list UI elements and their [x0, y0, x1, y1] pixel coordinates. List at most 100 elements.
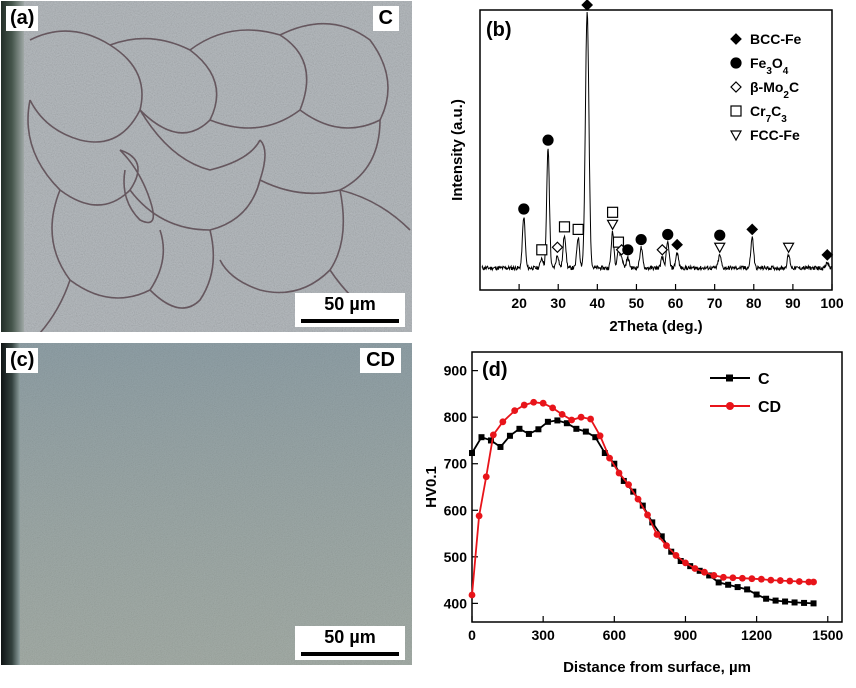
hardness-point-cd [748, 575, 756, 583]
xrd-peak-marker [581, 0, 594, 11]
xrd-peak-marker [622, 244, 634, 256]
hardness-y-tick-label: 600 [444, 502, 468, 518]
scale-bar-a [301, 319, 399, 323]
hardness-point-cd [625, 481, 632, 489]
hardness-point-cd [738, 574, 746, 582]
hardness-point-c [649, 519, 656, 526]
hardness-x-tick-label: 600 [603, 627, 627, 643]
hardness-point-c [554, 417, 561, 424]
hardness-point-cd [568, 416, 576, 424]
xrd-peak-marker [558, 221, 571, 233]
hardness-point-cd [468, 591, 476, 599]
xrd-legend-symbol [730, 33, 742, 45]
hardness-point-cd [663, 542, 670, 550]
panel-c-sample-label: CD [360, 348, 401, 373]
hardness-point-c [677, 558, 684, 565]
xrd-peak-marker [551, 241, 564, 254]
hardness-point-cd [520, 401, 528, 409]
xrd-peak-marker [606, 206, 619, 218]
xrd-peak-marker [542, 134, 554, 146]
xrd-legend-symbol [730, 81, 742, 93]
xrd-legend-label: Cr7C3 [750, 103, 787, 125]
xrd-peak-marker [572, 223, 584, 235]
hardness-point-cd [682, 559, 689, 567]
hardness-point-cd [539, 399, 547, 407]
hardness-point-c [563, 420, 570, 427]
hardness-legend-marker [726, 374, 733, 382]
hardness-point-cd [644, 511, 651, 519]
hardness-point-c [573, 425, 580, 432]
hardness-x-tick-label: 1500 [812, 627, 843, 643]
hardness-point-cd [701, 568, 708, 576]
hardness-point-c [497, 443, 504, 450]
hardness-point-c [810, 600, 817, 607]
hardness-point-cd [634, 495, 642, 503]
hardness-point-cd [606, 454, 613, 462]
hardness-y-tick-label: 900 [444, 363, 468, 379]
xrd-x-tick-label: 100 [820, 295, 844, 311]
xrd-peak-markers [518, 0, 834, 261]
xrd-legend-label: FCC-Fe [750, 127, 800, 143]
hardness-y-tick-label: 700 [444, 456, 468, 472]
hardness-y-axis-title: HV0.1 [423, 466, 440, 508]
panel-b-tag: (b) [486, 19, 512, 41]
xrd-panel-b: (b) 20 30 40 50 60 70 80 90 100 BCC-Fe Fe3O4 β-Mo2… [420, 0, 856, 342]
xrd-x-tick-label: 40 [590, 295, 606, 311]
hardness-y-tick-label: 500 [444, 549, 468, 565]
hardness-y-tick-label: 400 [444, 595, 468, 611]
hardness-point-cd [767, 576, 775, 584]
hardness-point-cd [482, 473, 490, 481]
xrd-x-tick-label: 70 [707, 295, 723, 311]
panel-d-tag: (d) [482, 359, 508, 381]
xrd-peak-marker [671, 238, 683, 251]
hardness-point-cd [577, 413, 585, 421]
hardness-point-c [535, 426, 542, 433]
hardness-point-cd [489, 431, 497, 439]
hardness-point-c [782, 598, 789, 605]
scale-bar-box-a: 50 µm [295, 293, 405, 327]
xrd-x-tick-label: 60 [668, 295, 684, 311]
panel-a-sample-label: C [372, 6, 399, 31]
xrd-legend-symbol [730, 57, 742, 69]
hardness-x-tick-label: 0 [468, 627, 476, 643]
xrd-plot-frame [479, 9, 833, 291]
hardness-x-tick-label: 1200 [741, 627, 772, 643]
panel-a-tag: (a) [6, 6, 39, 31]
xrd-x-axis-title: 2Theta (deg.) [609, 318, 702, 335]
hardness-point-c [801, 599, 808, 606]
hardness-point-c [734, 584, 741, 591]
scale-bar-c [301, 652, 399, 656]
micrograph-panel-a: (a) C 50 µm [0, 0, 413, 333]
panel-c-tag: (c) [6, 348, 39, 373]
xrd-peak-marker [662, 228, 674, 241]
xrd-x-tick-label: 80 [746, 295, 762, 311]
hardness-point-cd [511, 407, 519, 415]
xrd-peak-marker [821, 249, 834, 261]
xrd-chart: (b) 20 30 40 50 60 70 80 90 100 BCC-Fe Fe3O4β-Mo2… [449, 0, 844, 335]
xrd-peak-marker [518, 203, 530, 215]
hardness-point-cd [499, 418, 507, 426]
hardness-point-cd [795, 578, 803, 585]
xrd-legend-label: BCC-Fe [750, 31, 802, 47]
hardness-x-axis-title: Distance from surface, µm [563, 659, 751, 676]
hardness-point-c [763, 595, 770, 602]
hardness-point-c [744, 586, 751, 593]
hardness-point-c [715, 579, 722, 586]
hardness-point-c [516, 425, 523, 432]
hardness-point-cd [475, 512, 483, 520]
scale-bar-label-a: 50 µm [324, 294, 376, 314]
xrd-peak-marker [536, 244, 548, 256]
xrd-peak-marker [782, 242, 795, 254]
hardness-point-c [592, 434, 599, 441]
hardness-legend-marker [726, 402, 734, 410]
hardness-point-c [601, 450, 608, 457]
xrd-peak-marker [635, 234, 647, 246]
hardness-point-c [544, 418, 551, 425]
micrograph-c-image [0, 342, 413, 666]
xrd-x-tick-label: 90 [785, 295, 801, 311]
xrd-legend-symbol [729, 130, 743, 142]
hardness-point-cd [810, 578, 817, 586]
hardness-point-cd [587, 415, 594, 423]
hardness-point-c [772, 597, 779, 604]
